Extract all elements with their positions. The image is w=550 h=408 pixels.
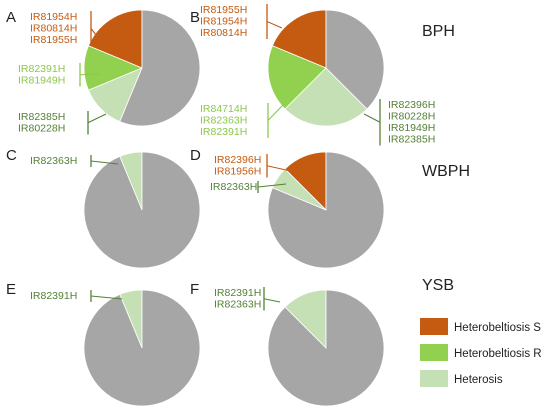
hybrid-label: IR81954H [30,11,77,23]
callout-connector [79,73,101,76]
legend-swatch-heterobeltiosis-s [420,318,448,335]
hybrid-label: IR82363H [30,155,77,167]
row-label-ysb: YSB [422,277,454,294]
pie-c-slice-other [83,151,201,269]
panel-letter-b: B [190,9,200,26]
callout-connector [267,104,284,121]
hybrid-label: IR82391H [30,290,77,302]
panel-letter-f: F [190,281,199,298]
hybrid-label: IR82391H [214,287,261,299]
pie-f-slice-other [267,289,385,407]
hybrid-label: IR82363H [200,115,247,127]
pie-b-slice-other [325,9,385,110]
pie-a-slice-other [119,9,201,127]
hybrid-label: IR82385H [18,111,65,123]
pie-a-slice-heterobeltiosis-s [87,9,143,69]
hybrid-label: IR82396H [388,99,435,111]
panel-letter-e: E [6,281,16,298]
pie-b-slice-heterobeltiosis-s [271,9,327,69]
hybrid-label: IR80228H [18,123,65,135]
hybrid-label: IR81949H [18,75,65,87]
hybrid-label: IR81955H [30,34,77,46]
hybrid-label: IR80814H [30,23,77,35]
hybrid-label: IR80228H [388,111,435,123]
callout-connector [90,295,123,300]
callout-connector [266,20,283,29]
hybrid-label: IR81955H [200,4,247,16]
callout-connector [87,113,107,124]
hybrid-label: IR80814H [200,27,247,39]
callout-connector [263,298,281,303]
hybrid-callouts: IR81954HIR80814HIR81955HIR82391HIR81949H… [18,4,435,311]
legend-swatch-heterobeltiosis-r [420,344,448,361]
pie-b-slice-heterobeltiosis-r [267,45,327,110]
legend-label-heterobeltiosis-s: Heterobeltiosis S [454,322,541,334]
hybrid-label: IR82385H [388,134,435,146]
hybrid-label: IR81954H [200,16,247,28]
hybrid-label: IR82391H [18,63,65,75]
hybrid-label: IR82363H [214,299,261,311]
hybrid-label: IR81956H [214,166,261,178]
callout-connector [90,28,101,41]
legend-label-heterobeltiosis-r: Heterobeltiosis R [454,348,542,360]
panel-letter-c: C [6,147,17,164]
hybrid-label: IR82396H [214,154,261,166]
legend-label-heterosis: Heterosis [454,374,503,386]
hybrid-label: IR82363H [210,181,257,193]
hybrid-label: IR82391H [200,126,247,138]
pie-b-slice-heterosis [284,67,368,127]
pie-panels: A B C D E F [6,9,385,407]
callout-connector [266,165,296,173]
callout-connector [257,183,287,188]
panel-letter-d: D [190,147,201,164]
hybrid-label: IR84714H [200,103,247,115]
pie-e-slice-other [83,289,201,407]
legend-swatch-heterosis [420,370,448,387]
panel-letter-a: A [6,9,16,26]
legend: Heterobeltiosis S Heterobeltiosis R Hete… [420,318,542,387]
row-label-wbph: WBPH [422,163,470,180]
hybrid-label: IR81949H [388,122,435,134]
callout-connector [90,160,119,165]
pie-d-slice-other [267,151,385,269]
callout-connector [363,113,381,123]
row-label-bph: BPH [422,23,455,40]
